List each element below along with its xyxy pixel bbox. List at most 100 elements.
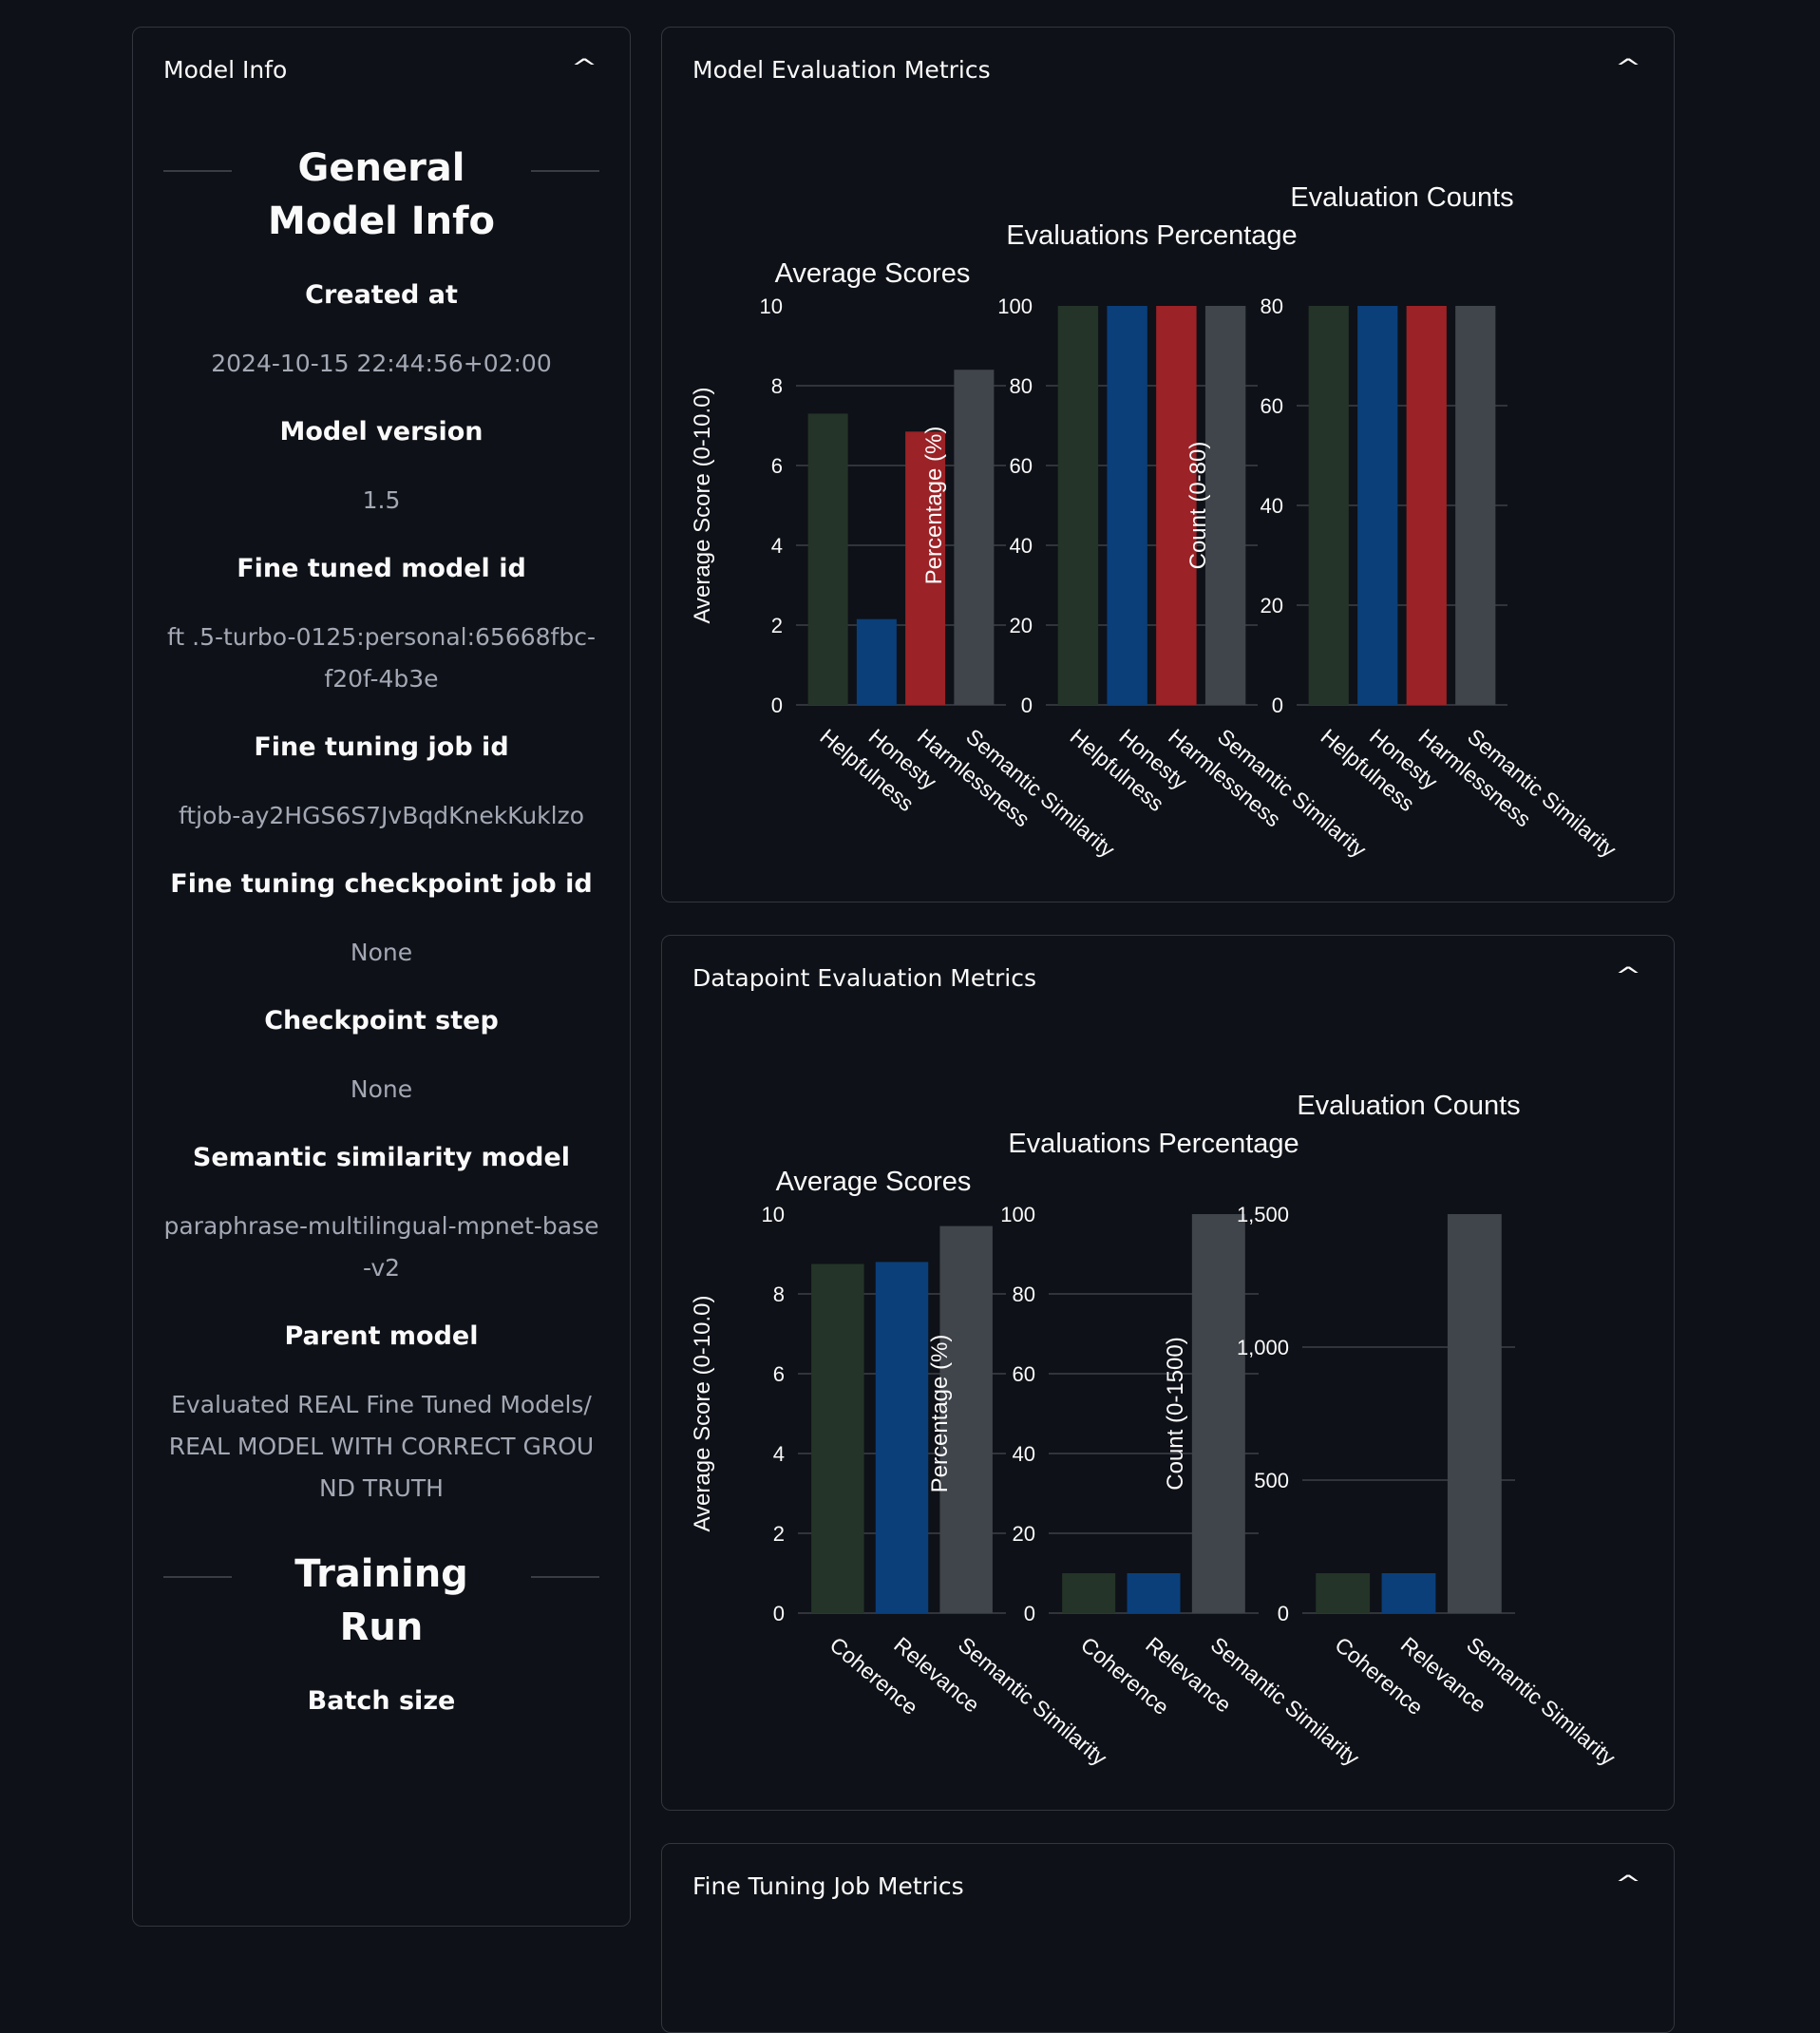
- tick-label: 40: [1013, 1442, 1035, 1466]
- fine-tuning-header[interactable]: Fine Tuning Job Metrics: [692, 1872, 964, 1900]
- tick-label: 60: [1261, 394, 1283, 418]
- tick-label: 0: [1024, 1602, 1035, 1625]
- tick-label: 60: [1013, 1362, 1035, 1386]
- subplot-title: Evaluations Percentage: [1008, 1129, 1299, 1159]
- bar-harmlessness: [1156, 306, 1197, 705]
- divider-line: [531, 1576, 599, 1578]
- field-label: Created at: [305, 280, 458, 310]
- bar-harmlessness: [905, 431, 946, 705]
- tick-label: 80: [1013, 1282, 1035, 1306]
- bar-relevance: [875, 1262, 929, 1613]
- bar-relevance: [1127, 1573, 1181, 1613]
- field-label: Parent model: [284, 1321, 479, 1351]
- bar-honesty: [1107, 306, 1147, 705]
- field-value: Evaluated REAL Fine Tuned Models/REAL MO…: [168, 1391, 595, 1502]
- tick-label: 80: [1010, 374, 1033, 398]
- bar-semantic-similarity: [1191, 1214, 1245, 1613]
- subplot-title: Evaluation Counts: [1290, 182, 1513, 213]
- field-label: Fine tuning job id: [254, 732, 509, 762]
- fine-tuning-panel: Fine Tuning Job Metrics ^: [661, 1843, 1675, 2033]
- datapoint-eval-header[interactable]: Datapoint Evaluation Metrics: [692, 964, 1036, 992]
- field-label: Model version: [279, 417, 483, 446]
- tick-label: 8: [771, 374, 783, 398]
- tick-label: 0: [1278, 1602, 1289, 1625]
- y-axis-label: Average Score (0-10.0): [690, 1295, 715, 1531]
- subplot-title: Average Scores: [775, 258, 971, 289]
- bar-helpfulness: [1057, 306, 1099, 705]
- field-value: ftjob-ay2HGS6S7JvBqdKnekKuklzo: [178, 802, 585, 829]
- divider-line: [163, 1576, 232, 1578]
- tick-label: 1,500: [1237, 1203, 1289, 1226]
- tick-label: 40: [1261, 494, 1283, 518]
- tick-label: 8: [773, 1282, 785, 1306]
- y-axis-label: Count (0-80): [1185, 442, 1211, 570]
- subplot-title: Evaluation Counts: [1297, 1091, 1520, 1121]
- field-label: Batch size: [307, 1686, 456, 1716]
- field-value: paraphrase-multilingual-mpnet-base-v2: [163, 1212, 599, 1282]
- model-eval-header[interactable]: Model Evaluation Metrics: [692, 56, 991, 84]
- tick-label: 0: [1272, 694, 1283, 717]
- datapoint-eval-panel: Datapoint Evaluation Metrics ^ 0 2 4 6 8 10 Co…: [661, 935, 1675, 1811]
- bar-honesty: [856, 618, 897, 705]
- chevron-up-icon[interactable]: ^: [570, 54, 598, 81]
- y-axis-label: Percentage (%): [921, 427, 947, 585]
- divider-line: [163, 170, 232, 172]
- tick-label: 10: [762, 1203, 785, 1226]
- tick-label: 2: [771, 614, 783, 637]
- bar-helpfulness: [807, 413, 848, 705]
- bar-coherence: [1316, 1573, 1371, 1613]
- bar-semantic-similarity: [1204, 306, 1246, 705]
- tick-label: 4: [771, 534, 783, 558]
- field-value: None: [350, 1075, 413, 1103]
- field-label: Fine tuned model id: [237, 554, 526, 583]
- model-eval-panel: Model Evaluation Metrics ^ 0 2 4 6 8 10 Helpfu…: [661, 27, 1675, 902]
- field-value: 1.5: [362, 486, 401, 514]
- subplot-title: Average Scores: [776, 1167, 972, 1197]
- model-info-header[interactable]: Model Info: [163, 56, 288, 84]
- field-value: None: [350, 939, 413, 966]
- tick-label: 6: [773, 1362, 785, 1386]
- tick-label: 20: [1013, 1522, 1035, 1546]
- bar-semantic-similarity: [939, 1226, 993, 1613]
- bar-coherence: [811, 1264, 864, 1613]
- tick-label: 100: [997, 294, 1033, 318]
- y-axis-label: Count (0-1500): [1163, 1337, 1188, 1490]
- bar-semantic-similarity: [954, 370, 995, 705]
- tick-label: 1,000: [1237, 1336, 1289, 1359]
- divider-line: [531, 170, 599, 172]
- y-axis-label: Average Score (0-10.0): [690, 387, 715, 623]
- tick-label: 80: [1261, 294, 1283, 318]
- tick-label: 40: [1010, 534, 1033, 558]
- field-label: Checkpoint step: [264, 1006, 499, 1036]
- bar-coherence: [1062, 1573, 1116, 1613]
- tick-label: 2: [773, 1522, 785, 1546]
- bar-honesty: [1357, 306, 1398, 705]
- tick-label: 4: [773, 1442, 785, 1466]
- tick-label: 60: [1010, 454, 1033, 478]
- field-value: 2024-10-15 22:44:56+02:00: [211, 350, 552, 377]
- bar-relevance: [1381, 1573, 1436, 1613]
- subplot-title: Evaluations Percentage: [1006, 220, 1297, 251]
- bar-semantic-similarity: [1455, 306, 1496, 705]
- tick-label: 20: [1010, 614, 1033, 637]
- tick-label: 20: [1261, 594, 1283, 618]
- chevron-up-icon[interactable]: ^: [1614, 962, 1642, 989]
- model-info-content: General Model Info Created at 2024-10-15 …: [163, 142, 599, 1720]
- tick-label: 0: [773, 1602, 785, 1625]
- model-info-panel: Model Info ^ General Model Info Created …: [132, 27, 631, 1927]
- chevron-up-icon[interactable]: ^: [1614, 54, 1642, 81]
- model-eval-chart: 0246810HelpfulnessHonestyHarmlessnessSem…: [690, 182, 1621, 863]
- tick-label: 100: [1000, 1203, 1035, 1226]
- tick-label: 0: [1021, 694, 1033, 717]
- y-axis-label: Percentage (%): [927, 1335, 953, 1493]
- section-title: Training Run: [294, 1552, 468, 1649]
- tick-label: 500: [1254, 1469, 1289, 1492]
- bar-helpfulness: [1308, 306, 1349, 705]
- tick-label: 10: [760, 294, 783, 318]
- chevron-up-icon[interactable]: ^: [1614, 1871, 1642, 1897]
- tick-label: 6: [771, 454, 783, 478]
- bar-harmlessness: [1406, 306, 1447, 705]
- section-title: General Model Info: [268, 146, 495, 243]
- field-label: Fine tuning checkpoint job id: [170, 869, 593, 899]
